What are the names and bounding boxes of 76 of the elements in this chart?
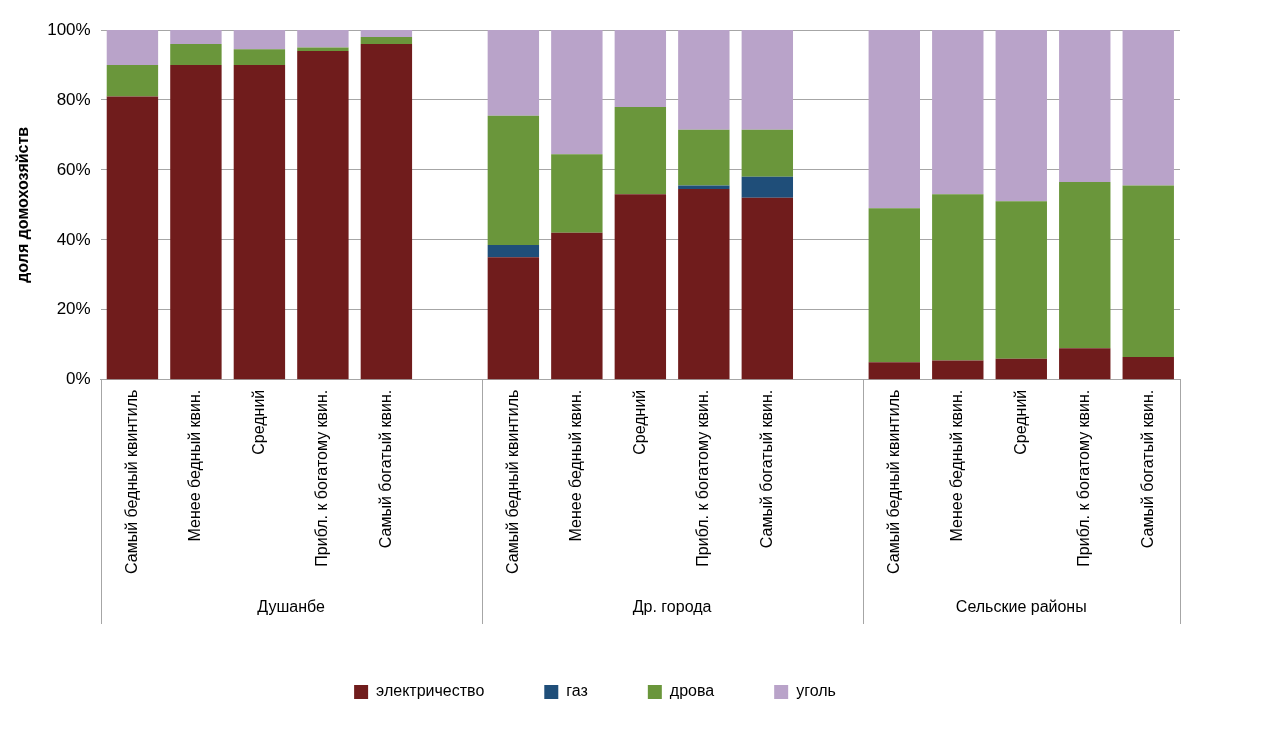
- bar: [995, 358, 1047, 380]
- x-tick-label: Самый бедный квинтиль: [503, 389, 521, 574]
- bar: [360, 36, 413, 44]
- bar: [678, 189, 730, 380]
- x-tick-label: Самый богатый квин.: [376, 389, 394, 549]
- y-tick-label: 20%: [56, 299, 91, 319]
- bar: [868, 30, 920, 209]
- bar: [297, 30, 349, 48]
- bar: [995, 30, 1047, 202]
- bar: [487, 257, 540, 380]
- y-tick-label: 60%: [56, 159, 91, 179]
- bar: [106, 96, 159, 380]
- x-tick-label: Средний: [249, 389, 267, 455]
- bar: [995, 201, 1047, 359]
- legend-label: электричество: [376, 682, 485, 700]
- bar: [932, 30, 984, 195]
- bar: [551, 30, 603, 155]
- x-tick-label: Прибл. к богатому квин.: [1075, 389, 1093, 567]
- bar: [106, 64, 159, 97]
- y-tick-label: 0%: [66, 369, 91, 389]
- legend-label: газ: [566, 682, 588, 700]
- bar: [741, 129, 794, 177]
- x-tick-label: Средний: [1011, 389, 1029, 455]
- text: Душанбе: [257, 598, 326, 616]
- bar: [551, 232, 603, 380]
- x-tick-label: Средний: [630, 389, 648, 455]
- bar: [170, 43, 222, 65]
- bar: [170, 64, 222, 380]
- bar: [360, 43, 413, 380]
- text: Сельские районы: [955, 598, 1087, 616]
- bar: [170, 30, 222, 44]
- x-tick-label: Самый богатый квин.: [757, 389, 775, 549]
- x-tick-label: Менее бедный квин.: [567, 389, 585, 542]
- x-tick-label: Самый бедный квинтиль: [884, 389, 902, 574]
- y-axis-title: доля домохозяйств: [14, 126, 32, 283]
- bar: [678, 30, 730, 130]
- bar: [551, 154, 603, 233]
- legend-label: уголь: [796, 682, 836, 700]
- bar: [614, 30, 667, 107]
- bar: [487, 30, 540, 116]
- y-tick-label: 80%: [56, 89, 91, 109]
- bar: [614, 106, 667, 195]
- x-tick-label: Самый богатый квин.: [1138, 389, 1156, 549]
- x-tick-label: Самый бедный квинтиль: [122, 389, 140, 574]
- bar: [614, 194, 667, 380]
- bar: [678, 129, 730, 186]
- bar: [741, 30, 794, 130]
- bar: [741, 197, 794, 380]
- bar: [487, 115, 540, 246]
- bar: [297, 50, 349, 380]
- legend-label: дрова: [669, 682, 715, 700]
- x-tick-label: Менее бедный квин.: [186, 389, 204, 542]
- bar: [297, 47, 349, 51]
- bar: [932, 360, 984, 380]
- bar: [741, 176, 794, 198]
- y-tick-label: 100%: [47, 19, 91, 39]
- bar: [233, 49, 286, 65]
- bar: [868, 208, 920, 363]
- text: Др. города: [632, 598, 712, 616]
- y-tick-label: 40%: [56, 229, 91, 249]
- bar: [868, 362, 920, 380]
- bar: [106, 30, 159, 65]
- bar: [1122, 356, 1174, 380]
- bar: [1122, 30, 1174, 186]
- bar: [932, 194, 984, 361]
- bar: [1059, 30, 1111, 183]
- bar: [1059, 348, 1111, 380]
- x-tick-label: Прибл. к богатому квин.: [694, 389, 712, 567]
- x-tick-label: Прибл. к богатому квин.: [313, 389, 331, 567]
- bar: [360, 30, 413, 37]
- bar: [1059, 182, 1111, 349]
- bar: [487, 245, 540, 258]
- bar: [1122, 185, 1174, 357]
- bar: [233, 64, 286, 380]
- x-tick-label: Менее бедный квин.: [948, 389, 966, 542]
- bar: [233, 30, 286, 50]
